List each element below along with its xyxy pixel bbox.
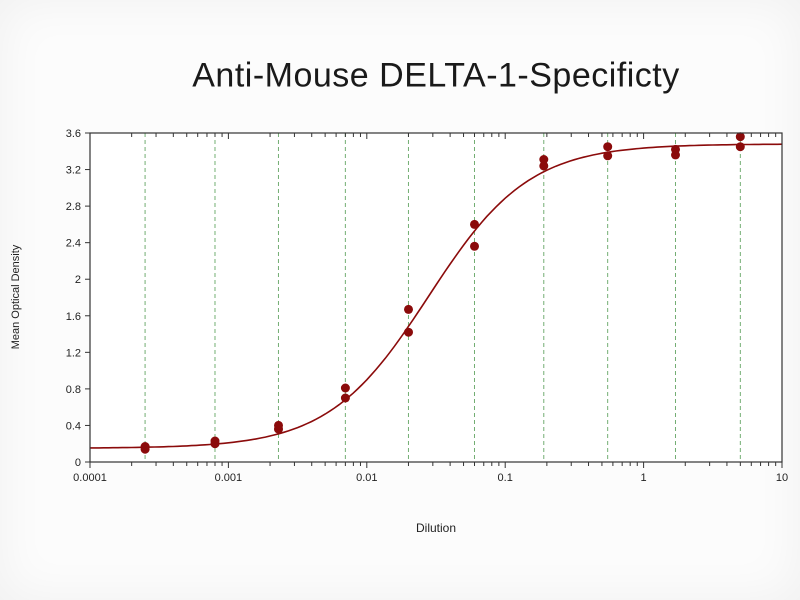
- data-point: [340, 383, 350, 393]
- data-point: [470, 241, 479, 251]
- y-tick-label: 2.8: [66, 201, 81, 213]
- x-tick-label: 0.01: [356, 472, 377, 484]
- data-point: [404, 327, 413, 337]
- plot-frame: [89, 132, 783, 463]
- data-point: [404, 304, 413, 314]
- x-tick-label: 0.0001: [73, 472, 107, 484]
- y-tick-label: 3.2: [66, 165, 81, 177]
- y-tick-label: 2: [75, 274, 81, 286]
- fit-curve: [90, 143, 783, 449]
- plot-background: [90, 133, 782, 462]
- data-point: [340, 393, 350, 403]
- data-point: [210, 436, 220, 446]
- y-tick-label: 3.6: [66, 128, 81, 140]
- y-tick-label: 0.8: [66, 384, 81, 396]
- data-point: [539, 155, 549, 164]
- y-tick-label: 1.2: [66, 347, 81, 359]
- data-point: [603, 142, 613, 152]
- x-axis-label: Dilution: [415, 521, 457, 535]
- data-point: [470, 219, 479, 229]
- data-point: [140, 442, 150, 451]
- data-point: [735, 142, 745, 152]
- y-tick-label: 0.4: [66, 420, 81, 432]
- y-tick-label: 1.6: [66, 311, 81, 323]
- y-tick-label: 0: [75, 457, 81, 469]
- data-point: [735, 132, 745, 142]
- chart-title: Anti-Mouse DELTA-1-Specificty: [192, 56, 680, 95]
- data-point: [603, 151, 613, 161]
- data-point: [539, 161, 549, 171]
- data-point: [671, 144, 680, 154]
- x-tick-label: 0.001: [215, 472, 243, 484]
- x-tick-label: 10: [776, 472, 788, 484]
- y-tick-label: 2.4: [66, 238, 81, 250]
- x-tick-label: 1: [641, 472, 647, 484]
- data-point: [274, 420, 283, 430]
- x-tick-label: 0.1: [498, 472, 513, 484]
